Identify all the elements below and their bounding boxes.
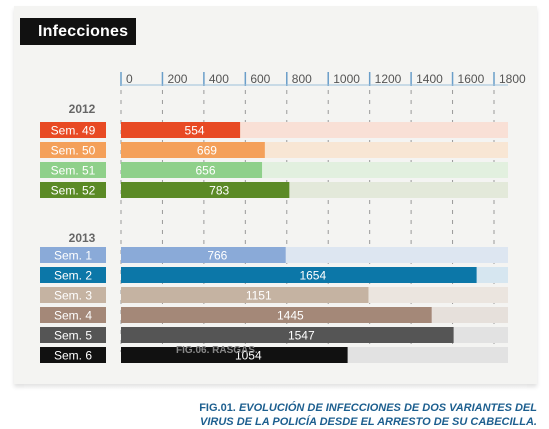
axis-tick-label: 400 [209,72,229,86]
category-tag [40,267,106,283]
bar-value-label: 1054 [235,349,262,363]
bar [121,142,265,158]
bar [121,287,369,303]
category-label: Sem. 2 [54,269,92,283]
chart-title: Infecciones [20,18,136,45]
bar-value-label: 1654 [299,269,326,283]
bar [121,347,348,363]
axis-tick-label: 800 [292,72,312,86]
panel-shadow [24,384,527,390]
year-label: 2013 [69,231,96,245]
category-label: Sem. 1 [54,249,92,263]
category-label: Sem. 6 [54,349,92,363]
bar-value-label: 1547 [288,329,315,343]
bar [121,162,263,178]
overlay-note: FIG.06. RASGAS. [176,345,258,356]
bar [121,327,454,343]
category-tag [40,122,106,138]
year-label: 2012 [69,102,96,116]
category-tag [40,162,106,178]
bar [121,122,241,138]
category-tag [40,142,106,158]
axis-tick-label: 0 [126,72,133,86]
figure-caption: FIG.01. EVOLUCIÓN DE INFECCIONES DE DOS … [177,401,537,429]
bar-value-label: 766 [207,249,227,263]
bar-value-label: 1445 [277,309,304,323]
category-label: Sem. 3 [54,289,92,303]
axis-tick-label: 1400 [416,72,443,86]
category-label: Sem. 49 [51,124,96,138]
axis-tick-label: 1000 [333,72,360,86]
category-tag [40,287,106,303]
category-label: Sem. 51 [51,164,96,178]
caption-text: EVOLUCIÓN DE INFECCIONES DE DOS VARIANTE… [200,402,537,428]
category-label: Sem. 4 [54,309,92,323]
category-tag [40,327,106,343]
bar-value-label: 1151 [246,289,272,303]
axis-tick-label: 1200 [375,72,402,86]
bar [121,247,286,263]
axis-tick-label: 200 [167,72,187,86]
caption-fig-number: FIG.01. [199,402,236,414]
category-label: Sem. 50 [51,144,96,158]
bar-value-label: 783 [209,184,229,198]
bar-value-label: 656 [196,164,216,178]
axis-tick-label: 1600 [458,72,485,86]
category-tag [40,247,106,263]
bar-value-label: 554 [185,124,205,138]
bar-value-label: 669 [197,144,217,158]
category-tag [40,182,106,198]
bar [121,182,290,198]
category-label: Sem. 52 [51,184,96,198]
category-tag [40,347,106,363]
bar [121,267,477,283]
category-tag [40,307,106,323]
axis-tick-label: 600 [250,72,270,86]
category-label: Sem. 5 [54,329,92,343]
axis-tick-label: 1800 [499,72,526,86]
bar [121,307,432,323]
